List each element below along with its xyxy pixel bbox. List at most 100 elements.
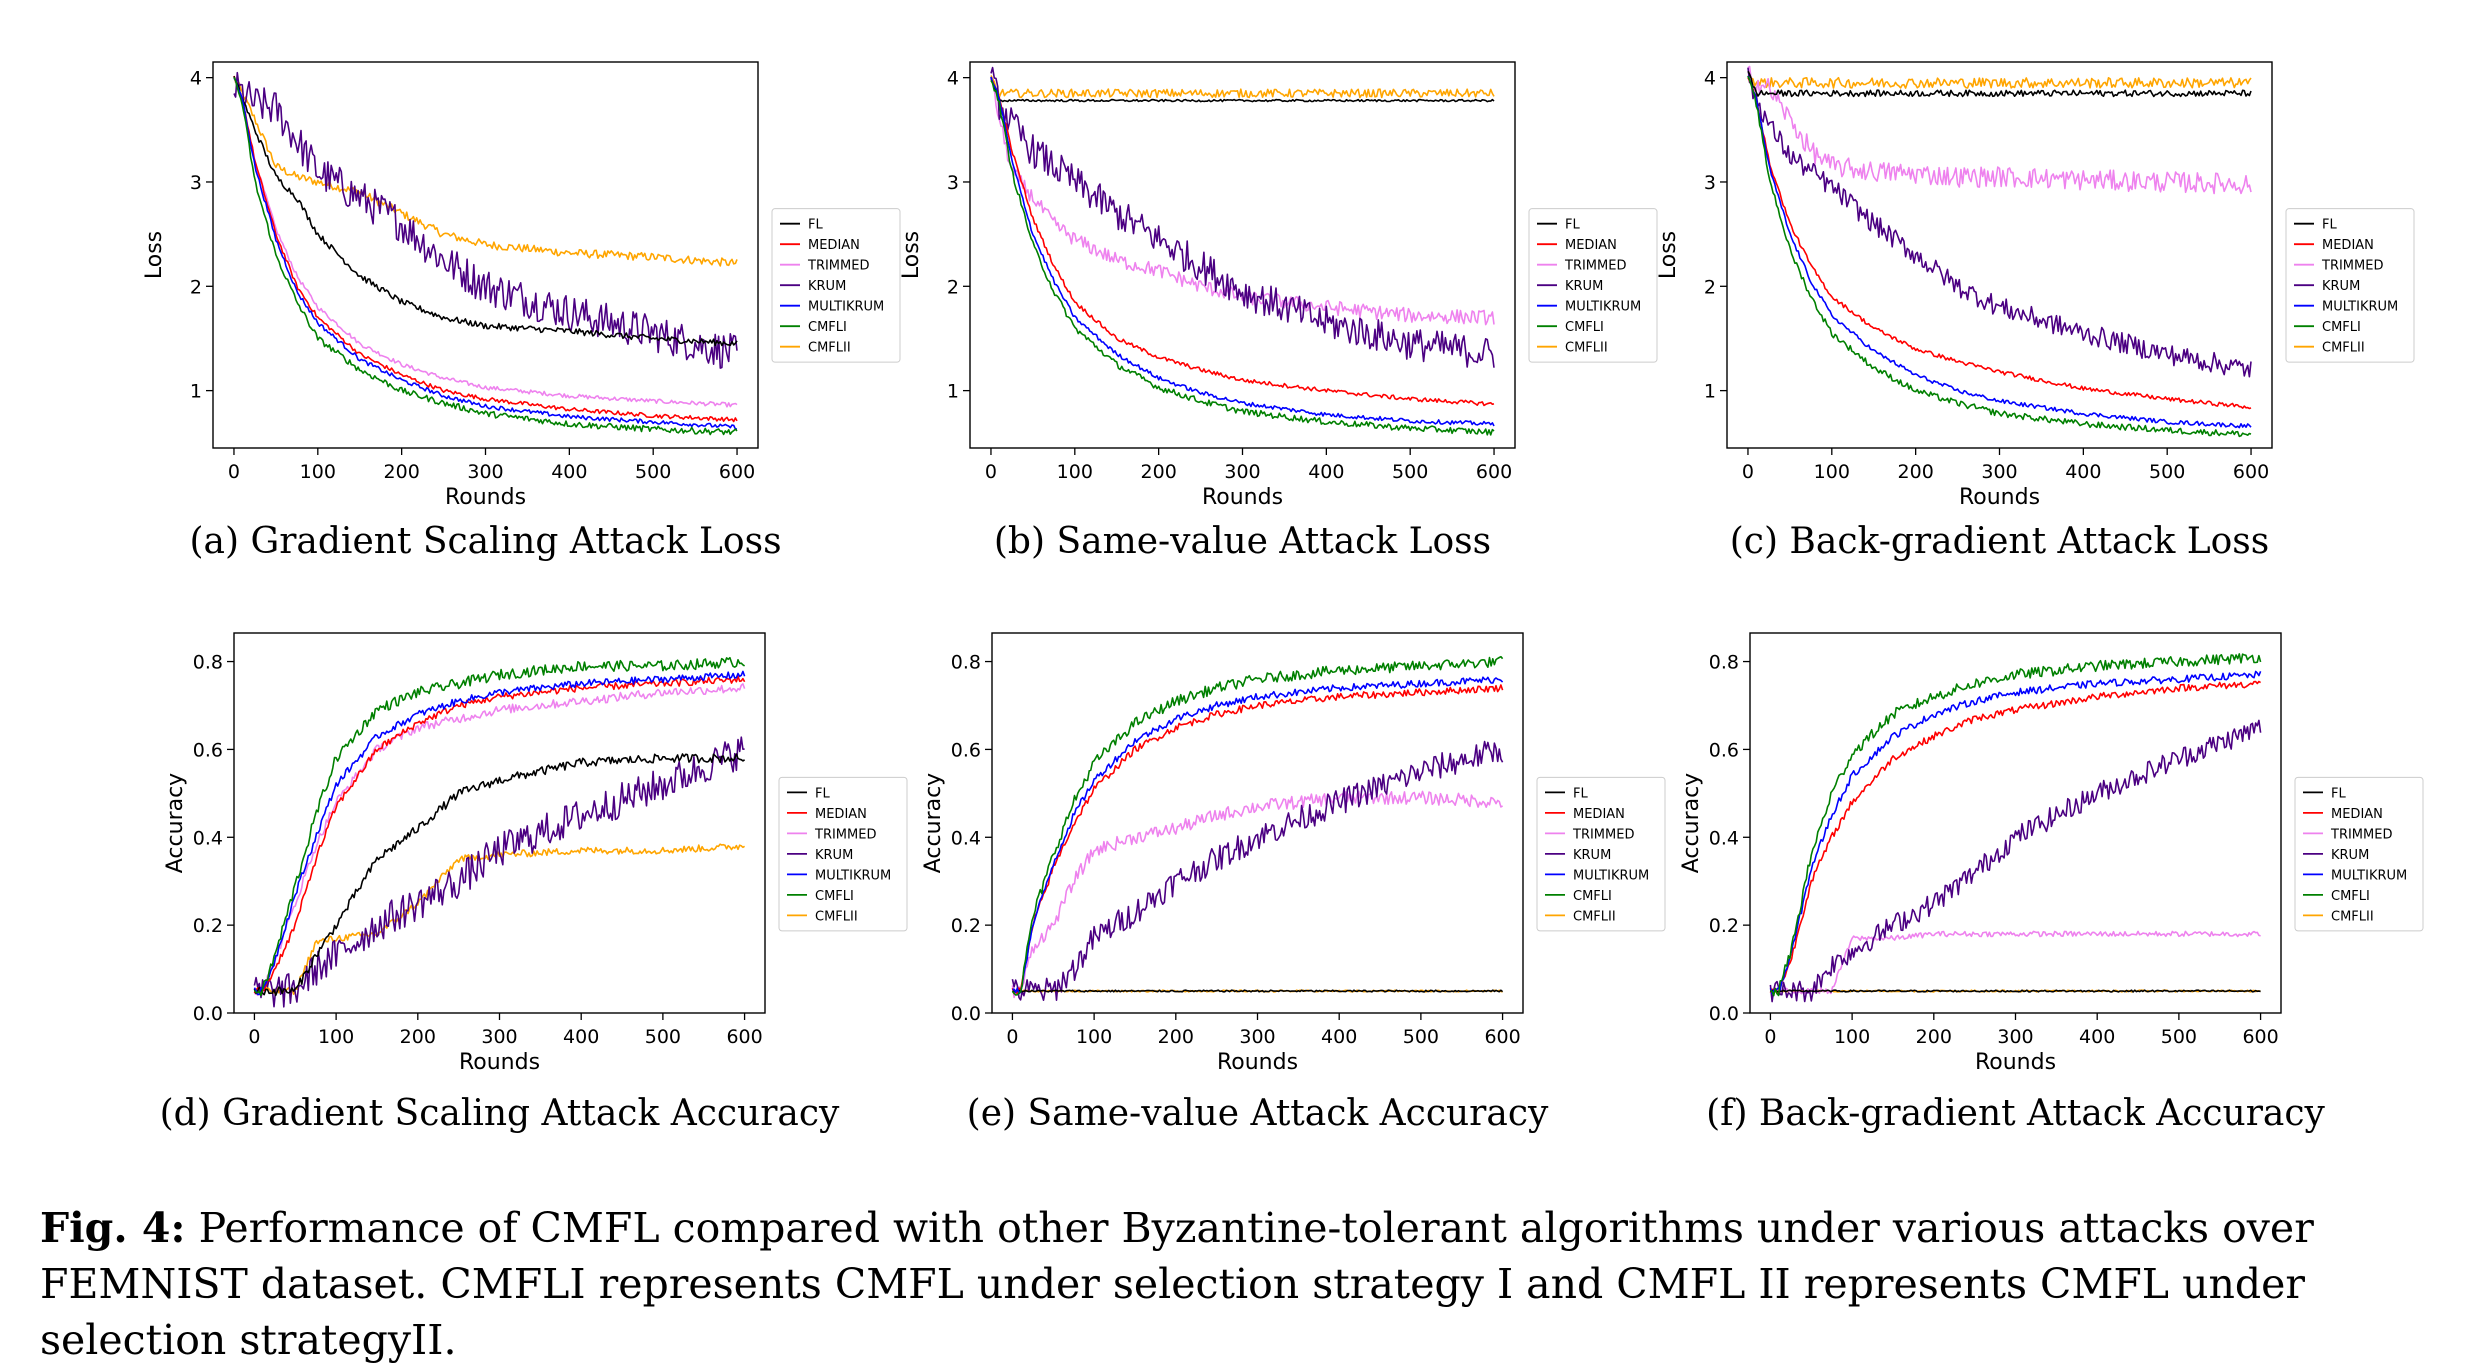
series-line-cmfli: [1770, 653, 2262, 997]
legend-entry-multikrum: MULTIKRUM: [808, 300, 884, 315]
series-line-fl: [990, 77, 1495, 103]
y-tick-label: 0.0: [193, 1003, 223, 1025]
legend-entry-trimmed: TRIMMED: [807, 259, 869, 274]
chart-panel-2: 0 100 200 300 400 500 600 1 2 3 4 Rounds Loss FL MEDIA…: [899, 61, 1658, 562]
x-tick-label: 400: [563, 1026, 599, 1048]
series-line-fl: [1747, 70, 2252, 98]
x-axis-label: Rounds: [1217, 1050, 1298, 1075]
legend-entry-cmfli: CMFLI: [1565, 320, 1604, 335]
y-tick-label: 4: [1704, 68, 1716, 90]
x-tick-label: 400: [1308, 461, 1344, 483]
legend-entry-cmfli: CMFLI: [2331, 889, 2370, 904]
x-tick-label: 600: [2242, 1026, 2278, 1048]
y-axis-label: Accuracy: [163, 773, 188, 873]
y-tick-label: 3: [947, 172, 959, 194]
series-group: [233, 71, 738, 436]
y-tick-label: 3: [1704, 172, 1716, 194]
x-tick-label: 0: [1764, 1026, 1776, 1048]
x-tick-label: 600: [726, 1026, 762, 1048]
x-tick-label: 0: [985, 461, 997, 483]
y-tick-label: 0.0: [951, 1003, 981, 1025]
subfigure-caption: (e) Same-value Attack Accuracy: [967, 1093, 1549, 1134]
y-tick-label: 0.0: [1709, 1003, 1739, 1025]
series-line-multikrum: [253, 670, 746, 996]
y-tick-label: 0.6: [1709, 739, 1739, 761]
series-line-fl: [1770, 989, 2261, 993]
y-axis-label: Loss: [142, 231, 167, 279]
x-tick-label: 300: [1981, 461, 2017, 483]
axes-frame: [1726, 61, 2273, 449]
legend-entry-fl: FL: [1565, 218, 1580, 233]
legend-box: [1528, 208, 1658, 363]
chart-panel-4: 0 100 200 300 400 500 600 0.0 0.2 0.4 0.6 0.8 Rounds…: [160, 632, 908, 1134]
x-tick-label: 100: [318, 1026, 354, 1048]
legend-entry-cmflii: CMFLII: [808, 341, 851, 356]
series-line-krum: [1769, 719, 2262, 1003]
legend-box: [778, 776, 908, 932]
legend-box: [1536, 776, 1666, 932]
y-axis-label: Loss: [1656, 231, 1681, 279]
x-tick-label: 100: [1057, 461, 1093, 483]
legend-entry-krum: KRUM: [815, 848, 853, 863]
series-line-krum: [1011, 740, 1504, 1001]
legend-entry-cmfli: CMFLI: [2322, 320, 2361, 335]
series-line-fl: [233, 76, 738, 347]
legend-entry-cmflii: CMFLII: [1573, 909, 1616, 924]
chart-panel-3: 0 100 200 300 400 500 600 1 2 3 4 Rounds Loss FL MEDIA…: [1656, 61, 2415, 562]
x-tick-label: 600: [1484, 1026, 1520, 1048]
series-line-cmflii: [254, 843, 746, 995]
series-line-cmfli: [1011, 655, 1504, 996]
legend-entry-fl: FL: [1573, 786, 1588, 801]
axes-frame: [969, 61, 1516, 449]
axes-frame: [212, 61, 759, 449]
y-tick-label: 0.6: [951, 739, 981, 761]
x-tick-label: 600: [719, 461, 755, 483]
legend-entry-cmfli: CMFLI: [1573, 889, 1612, 904]
series-line-multikrum: [1747, 75, 2252, 429]
legend-entry-krum: KRUM: [1573, 848, 1611, 863]
x-tick-label: 600: [2233, 461, 2269, 483]
y-tick-label: 0.4: [951, 827, 981, 849]
series-line-trimmed: [253, 683, 746, 997]
series-line-krum: [1747, 67, 2252, 378]
legend-entry-median: MEDIAN: [1565, 238, 1617, 253]
legend-entry-krum: KRUM: [2322, 279, 2360, 294]
y-tick-label: 0.2: [1709, 915, 1739, 937]
y-tick-label: 2: [190, 276, 202, 298]
chart-panel-1: 0 100 200 300 400 500 600 1 2 3 4 Rounds Loss FL MEDIA…: [142, 61, 901, 562]
legend-entry-fl: FL: [2331, 786, 2346, 801]
legend-box: [2294, 776, 2424, 932]
legend-entry-fl: FL: [2322, 218, 2337, 233]
x-tick-label: 300: [1997, 1026, 2033, 1048]
x-tick-label: 500: [2161, 1026, 2197, 1048]
series-line-trimmed: [233, 76, 738, 408]
y-tick-label: 1: [947, 381, 959, 403]
x-tick-label: 100: [1076, 1026, 1112, 1048]
series-group: [253, 656, 746, 1008]
caption-text: Performance of CMFL compared with other …: [40, 1204, 2314, 1364]
legend-entry-multikrum: MULTIKRUM: [815, 868, 891, 883]
legend-entry-multikrum: MULTIKRUM: [1573, 868, 1649, 883]
legend-entry-median: MEDIAN: [815, 807, 867, 822]
x-tick-label: 200: [400, 1026, 436, 1048]
x-tick-label: 0: [248, 1026, 260, 1048]
x-tick-label: 400: [551, 461, 587, 483]
y-tick-label: 0.2: [951, 915, 981, 937]
series-line-krum: [990, 66, 1495, 368]
x-axis-label: Rounds: [445, 485, 526, 510]
x-axis-label: Rounds: [1202, 485, 1283, 510]
x-tick-label: 0: [1006, 1026, 1018, 1048]
series-line-median: [1769, 680, 2262, 995]
legend-entry-trimmed: TRIMMED: [1572, 827, 1634, 842]
x-tick-label: 500: [2149, 461, 2185, 483]
series-group: [990, 66, 1495, 436]
subfigure-caption: (f) Back-gradient Attack Accuracy: [1706, 1093, 2325, 1134]
legend-entry-cmfli: CMFLI: [815, 889, 854, 904]
legend-entry-krum: KRUM: [2331, 848, 2369, 863]
series-line-trimmed: [1747, 65, 2252, 195]
legend-entry-median: MEDIAN: [2322, 238, 2374, 253]
legend-entry-cmflii: CMFLII: [2322, 341, 2365, 356]
x-axis-label: Rounds: [1975, 1050, 2056, 1075]
x-tick-label: 600: [1476, 461, 1512, 483]
x-tick-label: 100: [300, 461, 336, 483]
